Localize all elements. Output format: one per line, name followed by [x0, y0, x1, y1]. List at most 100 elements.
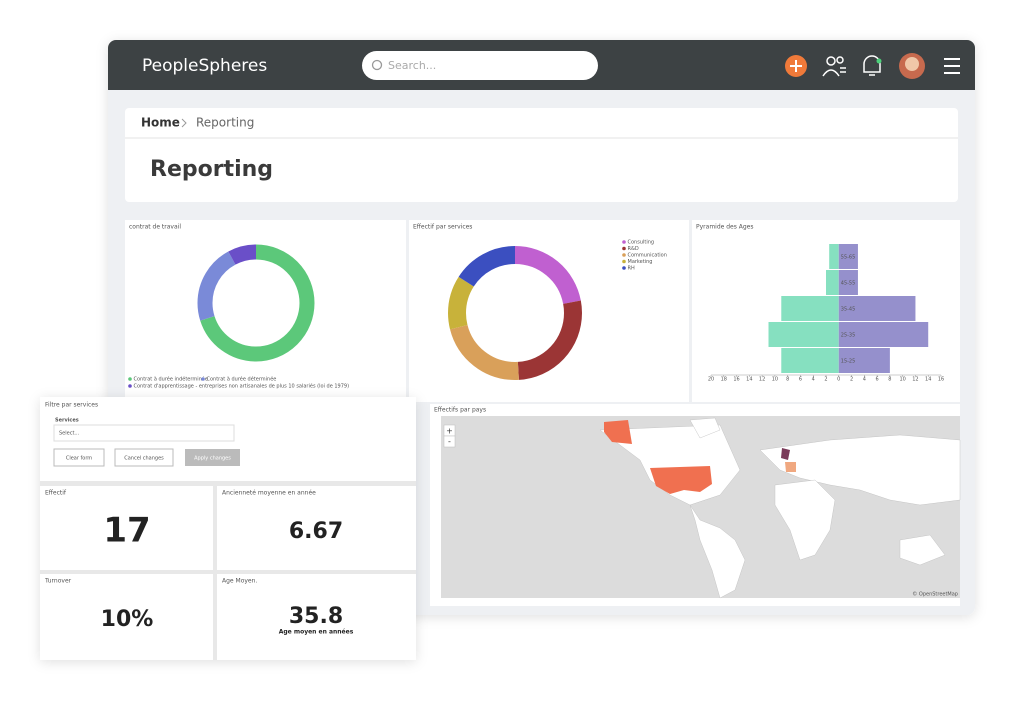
- kpi-card: [217, 574, 416, 660]
- button-label: Apply changes: [194, 456, 231, 462]
- map-uk: [781, 448, 790, 460]
- kpi-value: 35.8: [289, 604, 343, 629]
- x-tick-label: 18: [721, 377, 727, 383]
- legend-label: Contrat à durée indéterminée: [134, 376, 208, 383]
- bar: [838, 244, 858, 269]
- donut-segment: [448, 246, 582, 380]
- breadcrumb-current: Reporting: [196, 116, 254, 130]
- x-tick-label: 2: [850, 377, 853, 383]
- bar: [768, 322, 839, 347]
- x-tick-label: 14: [925, 377, 931, 383]
- apply-button[interactable]: [185, 449, 240, 466]
- kpi-value: 17: [103, 511, 150, 551]
- legend-swatch: [128, 384, 132, 388]
- bar: [838, 348, 890, 373]
- legend-swatch: [201, 377, 205, 381]
- x-tick-label: 8: [888, 377, 891, 383]
- button-label: Clear form: [66, 456, 92, 462]
- zoom-in-label: +: [446, 427, 453, 436]
- y-tick-label: 55-65: [841, 255, 856, 261]
- donut-segment: [448, 246, 582, 380]
- legend-label: RH: [628, 266, 635, 272]
- x-tick-label: 4: [863, 377, 866, 383]
- legend-swatch: [622, 253, 626, 257]
- x-tick-label: 0: [837, 377, 840, 383]
- widget-title: Effectif par services: [413, 224, 472, 231]
- x-tick-label: 12: [912, 377, 918, 383]
- search-box[interactable]: [362, 51, 598, 80]
- legend-label: Contrat à durée déterminée: [207, 376, 277, 383]
- x-tick-label: 14: [746, 377, 752, 383]
- map-france: [785, 462, 796, 472]
- x-tick-label: 10: [772, 377, 778, 383]
- bar: [829, 244, 839, 269]
- legend-swatch: [128, 377, 132, 381]
- bar: [781, 296, 839, 321]
- x-tick-label: 16: [938, 377, 944, 383]
- search-icon: [371, 59, 383, 71]
- breadcrumb-home[interactable]: Home: [141, 116, 180, 130]
- kpi-caption: Age moyen en années: [279, 629, 354, 636]
- select-box[interactable]: [53, 424, 235, 442]
- kpi-title: Age Moyen.: [222, 578, 257, 585]
- button-label: Cancel changes: [124, 456, 164, 462]
- bar: [838, 296, 916, 321]
- donut-segment: [197, 244, 315, 362]
- kpi-title: Ancienneté moyenne en année: [222, 490, 316, 497]
- widget-title: Pyramide des Ages: [696, 224, 754, 231]
- legend-label: Consulting: [628, 240, 655, 246]
- filter-title: Filtre par services: [45, 402, 98, 409]
- y-tick-label: 45-55: [841, 281, 856, 287]
- search-placeholder: Search...: [388, 59, 436, 72]
- y-tick-label: 35-45: [841, 307, 856, 313]
- legend-swatch: [622, 259, 626, 264]
- donut-segment: [197, 244, 315, 362]
- bar: [826, 270, 839, 295]
- kpi-card: [40, 486, 213, 570]
- bar: [838, 270, 858, 295]
- x-tick-label: 4: [812, 377, 815, 383]
- bar: [838, 322, 929, 347]
- zoom-out[interactable]: [443, 435, 456, 448]
- donut-segment: [448, 246, 582, 380]
- x-tick-label: 12: [759, 377, 765, 383]
- kpi-value: 10%: [101, 607, 154, 632]
- map-alaska: [604, 420, 632, 444]
- kpi-card: [40, 574, 213, 660]
- bar: [781, 348, 839, 373]
- people-icon[interactable]: [822, 56, 846, 77]
- select-placeholder: Select...: [59, 431, 80, 437]
- zoom-out-label: -: [448, 437, 451, 446]
- cancel-button[interactable]: [114, 448, 174, 467]
- legend-label: Contrat d'apprentissage - entreprises no…: [134, 383, 350, 390]
- y-tick-label: 15-25: [841, 359, 856, 365]
- bell-icon[interactable]: [863, 55, 881, 76]
- x-tick-label: 8: [786, 377, 789, 383]
- widget-title: Effectifs par pays: [434, 407, 486, 414]
- x-tick-label: 6: [876, 377, 879, 383]
- y-tick-label: 25-35: [841, 333, 856, 339]
- legend-label: R&D: [628, 246, 639, 252]
- legend-swatch: [622, 240, 626, 244]
- add-icon: [790, 60, 802, 72]
- map-attribution: © OpenStreetMap: [912, 591, 958, 598]
- x-tick-label: 6: [799, 377, 802, 383]
- widget-title: contrat de travail: [129, 224, 181, 231]
- map-usa: [650, 466, 712, 494]
- donut-segment: [448, 246, 582, 380]
- x-tick-label: 2: [824, 377, 827, 383]
- clear-button[interactable]: [53, 448, 105, 467]
- menu-icon[interactable]: [944, 58, 960, 74]
- filter-label: Services: [55, 418, 79, 424]
- logo: PeopleSpheres: [142, 56, 267, 76]
- kpi-value: 6.67: [289, 519, 343, 544]
- legend-label: Marketing: [628, 259, 653, 265]
- page-title: Reporting: [150, 157, 273, 182]
- kpi-title: Effectif: [45, 490, 67, 497]
- x-tick-label: 20: [708, 377, 714, 383]
- legend-swatch: [622, 246, 626, 251]
- legend-swatch: [622, 266, 626, 270]
- legend-label: Communication: [628, 253, 667, 259]
- kpi-card: [217, 486, 416, 570]
